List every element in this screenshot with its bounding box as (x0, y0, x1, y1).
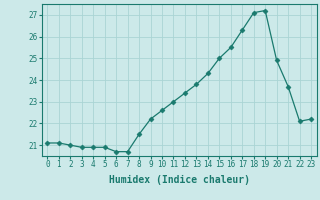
X-axis label: Humidex (Indice chaleur): Humidex (Indice chaleur) (109, 175, 250, 185)
